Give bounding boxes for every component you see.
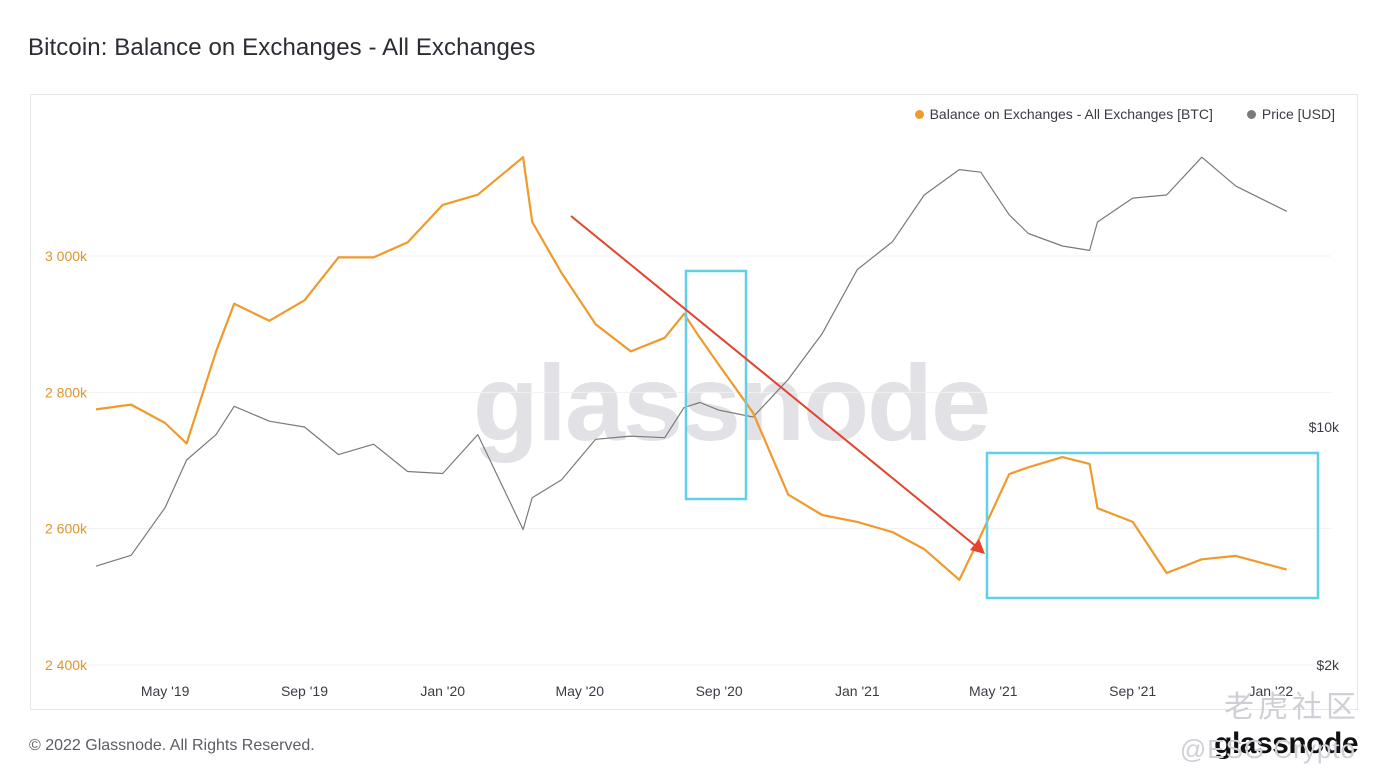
x-tick-label: Sep '19 bbox=[281, 683, 328, 699]
community-watermark-stamp: 老虎社区 bbox=[1224, 691, 1360, 724]
highlight-box-sep-2020 bbox=[684, 269, 748, 501]
page-title: Bitcoin: Balance on Exchanges - All Exch… bbox=[28, 34, 536, 61]
legend-item-price[interactable]: Price [USD] bbox=[1246, 106, 1335, 122]
y-right-tick-label: $2k bbox=[1316, 657, 1340, 673]
x-tick-label: Sep '21 bbox=[1109, 683, 1156, 699]
y-left-tick-label: 3 000k bbox=[45, 248, 88, 264]
highlight-box-2021 bbox=[985, 451, 1320, 600]
annotation-layer bbox=[570, 215, 1320, 600]
y-right-tick-label: $10k bbox=[1309, 419, 1340, 435]
legend-dot-price-icon bbox=[1246, 109, 1256, 119]
x-tick-label: Jan '22 bbox=[1249, 683, 1294, 699]
chart-plot: 3 000k 2 800k 2 600k 2 400k $10k $2k May '19… bbox=[45, 156, 1340, 699]
trend-arrow-head-icon bbox=[970, 539, 985, 554]
glassnode-logo: glassnode bbox=[1214, 727, 1358, 760]
copyright-footer: © 2022 Glassnode. All Rights Reserved. bbox=[29, 737, 315, 754]
legend-label-price: Price [USD] bbox=[1261, 106, 1335, 122]
x-tick-label: Jan '21 bbox=[835, 683, 880, 699]
trend-arrow-line bbox=[570, 215, 978, 548]
x-tick-label: May '19 bbox=[141, 683, 190, 699]
legend-label-balance: Balance on Exchanges - All Exchanges [BT… bbox=[929, 106, 1213, 122]
y-axis-left: 3 000k 2 800k 2 600k 2 400k bbox=[45, 248, 88, 673]
x-tick-label: Sep '20 bbox=[696, 683, 743, 699]
y-left-tick-label: 2 800k bbox=[45, 384, 88, 400]
y-axis-right: $10k $2k bbox=[1309, 419, 1340, 673]
series-layer bbox=[95, 156, 1287, 581]
x-tick-label: May '21 bbox=[969, 683, 1018, 699]
legend-dot-balance-icon bbox=[914, 109, 924, 119]
handle-watermark: @ESG Crypto bbox=[1179, 734, 1356, 764]
chart-legend: Balance on Exchanges - All Exchanges [BT… bbox=[914, 106, 1335, 122]
chart-grid bbox=[49, 255, 1331, 666]
chart-card: glassnode 3 000k 2 800k 2 600k 2 400k $10k $… bbox=[30, 94, 1358, 710]
glassnode-watermark: glassnode bbox=[472, 342, 991, 463]
price-series-line bbox=[95, 156, 1287, 567]
x-tick-label: Jan '20 bbox=[420, 683, 465, 699]
y-left-tick-label: 2 400k bbox=[45, 657, 88, 673]
x-tick-label: May '20 bbox=[555, 683, 604, 699]
y-left-tick-label: 2 600k bbox=[45, 521, 88, 537]
balance-series-line bbox=[95, 156, 1287, 581]
legend-item-balance[interactable]: Balance on Exchanges - All Exchanges [BT… bbox=[914, 106, 1213, 122]
x-axis: May '19 Sep '19 Jan '20 May '20 Sep '20 Jan '… bbox=[141, 683, 1294, 699]
